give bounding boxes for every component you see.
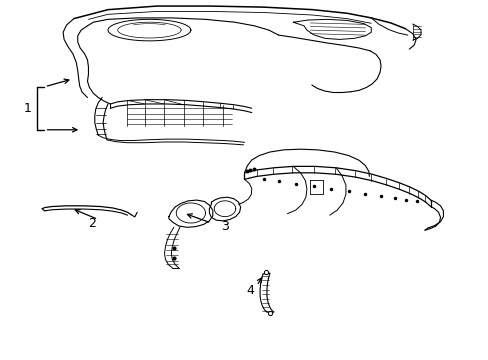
Text: 3: 3 xyxy=(221,220,228,233)
Text: 2: 2 xyxy=(88,217,96,230)
Text: 4: 4 xyxy=(246,284,254,297)
Text: 1: 1 xyxy=(23,102,31,115)
